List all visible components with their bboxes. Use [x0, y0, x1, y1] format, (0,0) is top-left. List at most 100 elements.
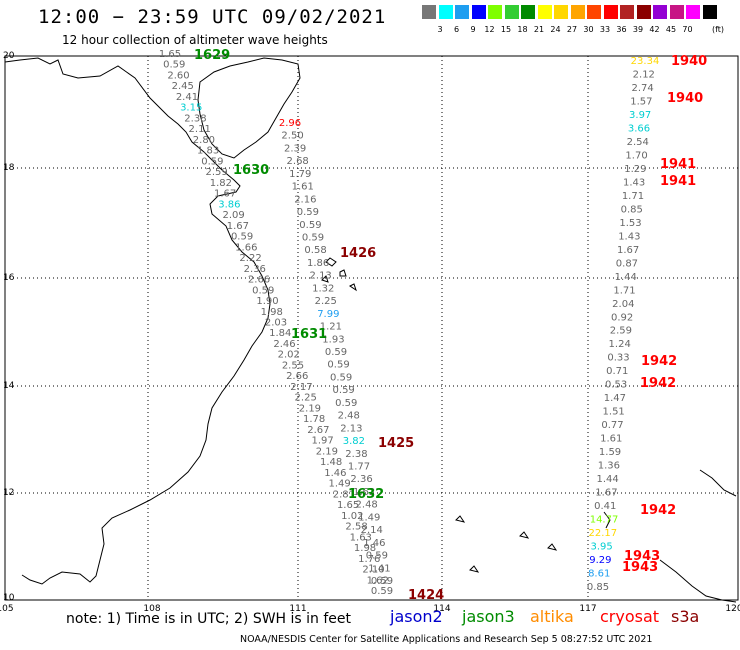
wave-height-value: 2.48	[356, 500, 378, 511]
legend-label: 45	[665, 25, 677, 34]
wave-height-value: 1.97	[312, 436, 334, 447]
wave-height-value: 1.67	[617, 245, 639, 256]
wave-height-value: 1.67	[595, 488, 617, 499]
wave-height-value: 1.21	[320, 322, 342, 333]
wave-height-value: 2.04	[612, 299, 634, 310]
legend-label: 9	[470, 25, 476, 34]
philippines-coastline	[659, 559, 737, 603]
legend-swatch	[504, 5, 519, 19]
map-title: 12:00 − 23:59 UTC 09/02/2021	[38, 6, 387, 28]
reef	[469, 565, 480, 573]
wave-height-value: 2.02	[278, 350, 300, 361]
legend-swatch	[702, 5, 717, 19]
reef	[519, 531, 530, 539]
axis-labels: 105 108 111 114 117 120 20 18 16 14 12 10	[0, 51, 740, 614]
legend-swatch	[653, 5, 667, 19]
pass-time-label: 1942	[640, 503, 676, 518]
wave-height-value: 1.71	[622, 191, 644, 202]
wave-height-value: 1.65	[337, 500, 359, 511]
wave-height-value: 2.03	[265, 318, 287, 329]
wave-height-value: 2.12	[633, 69, 655, 80]
wave-height-value: 0.59	[366, 551, 388, 562]
wave-height-value: 2.96	[279, 118, 301, 129]
wave-height-value: 1.43	[618, 231, 640, 242]
wave-height-value: 1.62	[367, 575, 389, 586]
wave-height-value: 2.39	[284, 143, 306, 154]
legend-label: 39	[632, 25, 644, 34]
wave-height-value: 1.59	[599, 447, 621, 458]
lon-label: 111	[289, 604, 306, 614]
paracel-island	[339, 269, 347, 277]
wave-height-value: 2.66	[286, 371, 308, 382]
legend-label: 70	[682, 25, 693, 34]
legend-label: 18	[517, 25, 528, 34]
wave-height-value: 2.11	[189, 124, 211, 135]
reef	[547, 543, 558, 551]
lat-label: 14	[3, 381, 15, 391]
wave-height-value: 0.59	[302, 233, 324, 244]
wave-height-value: 0.59	[297, 207, 319, 218]
legend-swatch	[471, 5, 486, 19]
wave-height-value: 2.67	[307, 425, 329, 436]
legend-swatch	[521, 5, 535, 19]
wave-height-value: 1.77	[348, 462, 370, 473]
wave-height-value: 2.10	[362, 565, 384, 576]
wave-height-value: 2.36	[244, 264, 266, 275]
wave-height-value: 2.25	[315, 296, 337, 307]
wave-height-value: 0.59	[371, 586, 393, 597]
wave-height-value: 1.66	[235, 242, 257, 253]
wave-height-value: 2.50	[281, 131, 303, 142]
wave-height-value: 0.59	[231, 232, 253, 243]
pass-time-label: 1940	[667, 91, 703, 106]
pass-time-label: 1631	[291, 327, 327, 342]
hainan-coastline	[197, 57, 301, 159]
pass-time-label: 1630	[233, 163, 269, 178]
wave-height-value: 1.51	[603, 407, 625, 418]
wave-height-value: 1.61	[600, 434, 622, 445]
wave-height-value: 2.66	[248, 275, 270, 286]
wave-height-value: 1.43	[623, 177, 645, 188]
wave-height-value: 3.82	[343, 436, 365, 447]
wave-height-value: 2.60	[167, 70, 189, 81]
lat-lon-grid	[4, 55, 739, 601]
wave-height-value: 2.59	[610, 326, 632, 337]
lat-label: 16	[3, 273, 15, 283]
wave-height-value: 8.61	[588, 569, 610, 580]
legend-label: 3	[437, 25, 443, 34]
wave-height-value: 0.77	[601, 420, 623, 431]
wave-height-value: 1.98	[354, 543, 376, 554]
pass-time-label: 1941	[660, 157, 696, 172]
wave-height-value: 2.09	[222, 210, 244, 221]
wave-height-value: 1.82	[210, 178, 232, 189]
wave-height-value: 1.49	[358, 512, 380, 523]
wave-height-value: 2.36	[350, 474, 372, 485]
legend-swatch	[455, 5, 469, 19]
wave-height-value: 1.44	[597, 474, 619, 485]
legend-label: 27	[566, 25, 578, 34]
lat-label: 18	[3, 163, 15, 173]
wave-height-value: 2.19	[316, 446, 338, 457]
wave-height-value: 0.41	[594, 501, 616, 512]
wave-height-value: 0.59	[330, 372, 352, 383]
wave-height-value: 22.17	[589, 528, 618, 539]
wave-height-value: 2.54	[627, 137, 649, 148]
legend-label: 36	[616, 25, 627, 34]
legend-label: 12	[484, 25, 495, 34]
wave-height-value: 3.86	[218, 199, 240, 210]
pass-time-label: 1424	[408, 588, 444, 603]
map-frame	[4, 55, 739, 601]
wave-height-value: 1.63	[350, 532, 372, 543]
wave-height-value: 14.77	[590, 515, 619, 526]
wave-height-value: 0.59	[325, 347, 347, 358]
wave-height-value: 1.76	[358, 554, 380, 565]
coastline	[4, 57, 737, 603]
pass-time-label: 1632	[348, 487, 384, 502]
satellite-jason2: jason2	[390, 607, 443, 626]
wave-height-value: 2.68	[287, 156, 309, 167]
reef	[455, 515, 466, 523]
wave-height-value: 0.59	[371, 576, 393, 587]
paracel-island	[349, 283, 357, 292]
wave-height-value: 3.15	[180, 103, 202, 114]
wave-height-value: 1.46	[324, 468, 346, 479]
wave-height-value: 2.74	[631, 83, 653, 94]
